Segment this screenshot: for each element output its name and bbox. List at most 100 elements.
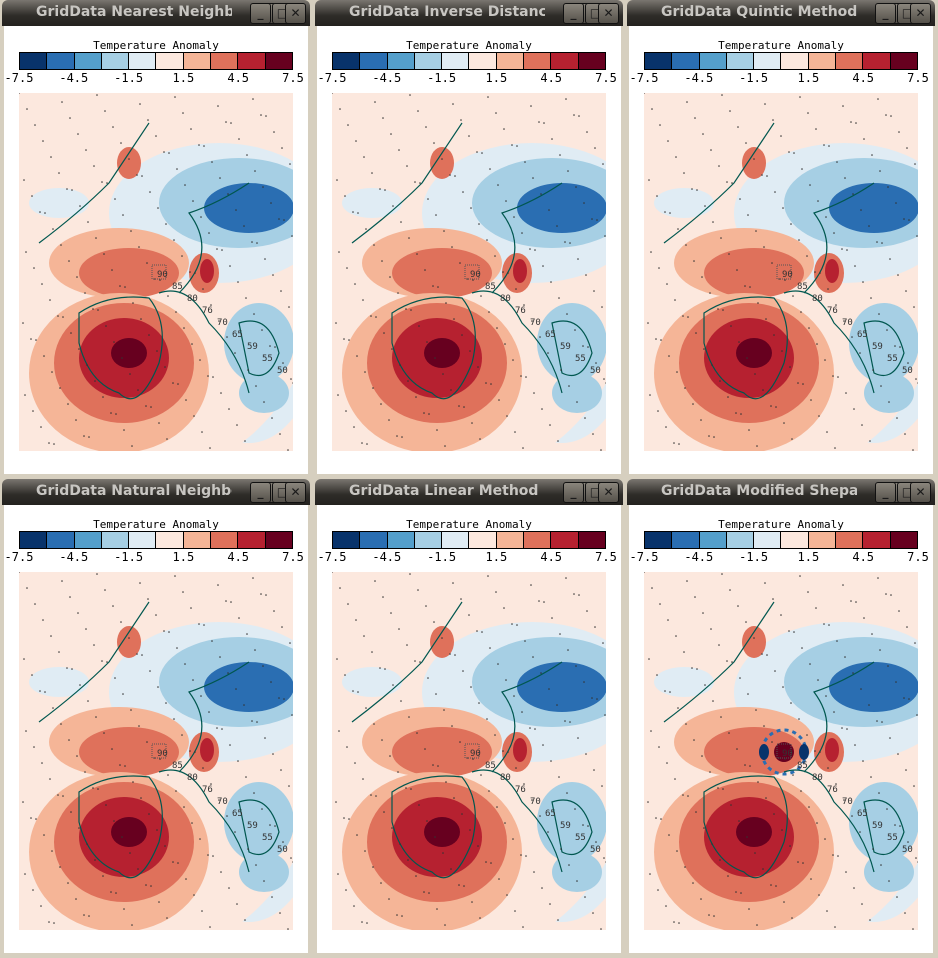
title-bar[interactable]: GridData Nearest Neighbor _ _ □ ✕ xyxy=(2,0,310,26)
close-button[interactable]: ✕ xyxy=(598,3,619,24)
colorbar-tick: -7.5 xyxy=(4,550,34,564)
contour-region xyxy=(864,852,914,892)
contour-region xyxy=(204,662,293,712)
coastline xyxy=(38,122,280,400)
colorbar-swatch xyxy=(578,53,605,69)
latitude-label: 90 xyxy=(470,270,481,280)
colorbar-swatch xyxy=(890,532,917,548)
contour-region xyxy=(537,782,606,862)
latitude-label: 90 xyxy=(782,749,793,759)
close-button[interactable]: ✕ xyxy=(285,3,306,24)
minimize-button[interactable]: _ xyxy=(875,482,896,503)
latitude-label: 70 xyxy=(842,797,853,807)
colorbar-swatch xyxy=(47,532,75,548)
contour-region xyxy=(392,248,492,298)
colorbar-swatch xyxy=(808,532,837,548)
colorbar-swatch xyxy=(74,532,102,548)
latitude-label: 45 xyxy=(605,857,606,867)
colorbar-tick: 4.5 xyxy=(540,550,563,564)
contour-region xyxy=(742,626,766,658)
minimize-button[interactable]: _ xyxy=(875,3,896,24)
colorbar-swatch xyxy=(836,532,864,548)
contour-region xyxy=(829,662,918,712)
title-bar[interactable]: GridData Natural Neighbor _ _ □ ✕ xyxy=(2,479,310,505)
plot-area: Temperature Anomaly -7.5 -4.5 -1.5 1.5 4.5 7.… xyxy=(4,505,308,953)
latitude-label: 65 xyxy=(857,330,868,340)
colorbar-swatch xyxy=(387,53,415,69)
latitude-label: 65 xyxy=(857,809,868,819)
colorbar-tick: 7.5 xyxy=(282,71,304,85)
latitude-label: 70 xyxy=(217,797,228,807)
colorbar-swatch xyxy=(496,53,525,69)
contour-region xyxy=(224,782,293,862)
latitude-label: 70 xyxy=(530,797,541,807)
title-bar[interactable]: GridData Modified Shepard _ _ □ ✕ xyxy=(627,479,935,505)
contour-region xyxy=(654,188,714,218)
contour-region xyxy=(111,338,147,368)
contour-region xyxy=(704,727,804,777)
minimize-button[interactable]: _ xyxy=(563,482,584,503)
minimize-button[interactable]: _ xyxy=(250,3,271,24)
contour-region xyxy=(200,738,214,762)
colorbar-swatch xyxy=(524,532,552,548)
contour-region xyxy=(79,248,179,298)
colorbar-tick: 4.5 xyxy=(227,550,250,564)
plot-area: Temperature Anomaly -7.5 -4.5 -1.5 1.5 4.5 7.… xyxy=(317,505,621,953)
minimize-button[interactable]: _ xyxy=(250,482,271,503)
title-bar[interactable]: GridData Linear Method _ _ □ ✕ xyxy=(315,479,623,505)
colorbar-tick: 4.5 xyxy=(852,71,875,85)
close-button[interactable]: ✕ xyxy=(910,3,931,24)
colorbar xyxy=(644,531,918,549)
colorbar-swatch xyxy=(645,53,673,69)
latitude-label: 65 xyxy=(232,330,243,340)
window-quintic: GridData Quintic Method _ _ □ ✕ Temperat… xyxy=(625,0,937,478)
colorbar-swatch xyxy=(360,532,388,548)
coastline xyxy=(663,122,905,400)
colorbar-swatch xyxy=(265,53,292,69)
contour-region xyxy=(117,147,141,179)
colorbar-swatch xyxy=(781,532,809,548)
colorbar-swatch xyxy=(754,53,782,69)
window-title: GridData Inverse Distance xyxy=(349,4,545,20)
colorbar-title: Temperature Anomaly xyxy=(718,39,844,52)
colorbar-tick: -7.5 xyxy=(629,71,659,85)
latitude-label: 55 xyxy=(262,354,273,364)
title-bar[interactable]: GridData Quintic Method _ _ □ ✕ xyxy=(627,0,935,26)
title-bar[interactable]: GridData Inverse Distance _ _ □ ✕ xyxy=(315,0,623,26)
close-button[interactable]: ✕ xyxy=(285,482,306,503)
contour-region xyxy=(239,373,289,413)
contour-region xyxy=(736,817,772,847)
contour-region xyxy=(430,147,454,179)
artifact-ring xyxy=(759,728,809,776)
latitude-label: 85 xyxy=(485,761,496,771)
colorbar-tick: -7.5 xyxy=(629,550,659,564)
contour-region xyxy=(517,662,606,712)
minimize-button[interactable]: _ xyxy=(563,3,584,24)
contour-region xyxy=(430,626,454,658)
colorbar-swatch xyxy=(129,532,157,548)
colorbar-swatch xyxy=(156,53,184,69)
latitude-label: 90 xyxy=(157,270,168,280)
colorbar-swatch xyxy=(183,53,212,69)
window-title: GridData Linear Method xyxy=(349,483,539,499)
latitude-label: 70 xyxy=(217,318,228,328)
coastline xyxy=(663,601,905,879)
latitude-label: 90 xyxy=(782,270,793,280)
colorbar-title: Temperature Anomaly xyxy=(406,39,532,52)
latitude-label: 55 xyxy=(575,354,586,364)
contour-region xyxy=(513,738,527,762)
contour-region xyxy=(224,303,293,383)
colorbar-swatch xyxy=(699,53,727,69)
latitude-label: 50 xyxy=(277,366,288,376)
close-button[interactable]: ✕ xyxy=(910,482,931,503)
colorbar-tick: 7.5 xyxy=(595,550,617,564)
latitude-label: 59 xyxy=(560,821,571,831)
contour-region xyxy=(424,817,460,847)
contour-region xyxy=(825,259,839,283)
close-button[interactable]: ✕ xyxy=(598,482,619,503)
colorbar xyxy=(332,531,606,549)
contour-region xyxy=(29,667,89,697)
colorbar-tick: 4.5 xyxy=(227,71,250,85)
latitude-label: 55 xyxy=(575,833,586,843)
anomaly-map: 90 85 80 76 70 65 59 55 50 45 xyxy=(19,93,293,451)
